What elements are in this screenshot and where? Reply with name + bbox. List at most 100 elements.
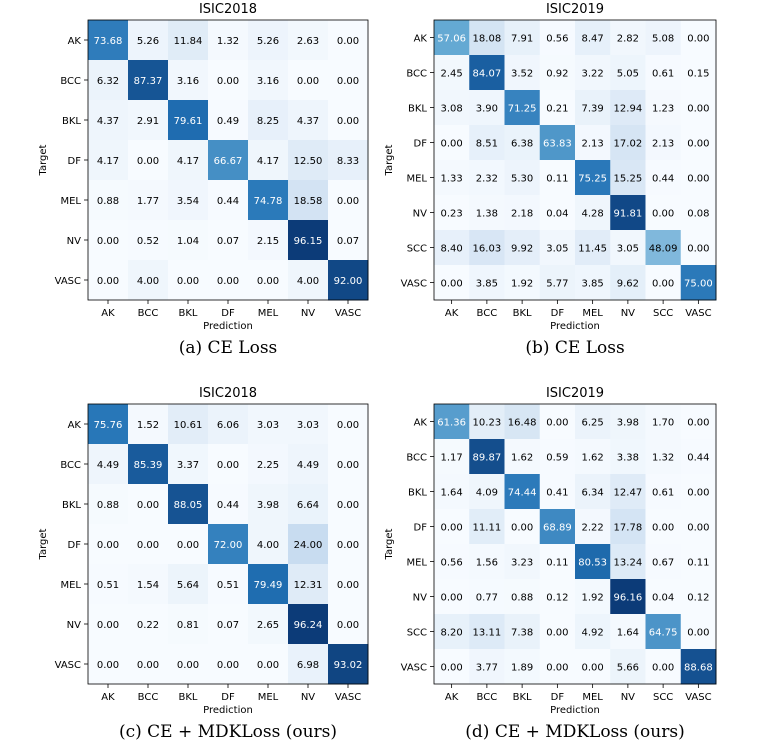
cell-value-label: 0.51 (97, 580, 119, 591)
x-tick-label: BKL (179, 308, 198, 319)
heatmap-cell (88, 220, 129, 261)
heatmap-cell (88, 644, 129, 685)
cell-value-label: 0.00 (687, 174, 709, 185)
cell-value-label: 7.39 (581, 104, 603, 115)
heatmap-cell (434, 474, 470, 510)
cell-value-label: 1.52 (137, 420, 159, 431)
cell-value-label: 0.88 (97, 500, 119, 511)
heatmap-cell (645, 544, 682, 580)
cell-value-label: 4.17 (177, 156, 199, 167)
panel-c-cells: 75.76 1.52 10.61 6.06 3.03 3.03 0.00 4.49 85.39 3… (88, 404, 369, 685)
heatmap-cell (645, 404, 682, 440)
x-tick-label: BKL (179, 692, 198, 703)
heatmap-cell (610, 230, 646, 266)
heatmap-cell (434, 544, 470, 580)
x-tick-label: NV (301, 692, 315, 703)
cell-value-label: 96.16 (614, 593, 643, 604)
cell-value-label: 24.00 (294, 540, 323, 551)
heatmap-cell (504, 439, 541, 475)
heatmap-cell (504, 544, 541, 580)
cell-value-label: 0.52 (137, 236, 159, 247)
x-tick-label: VASC (685, 692, 711, 703)
x-tick-label: BCC (138, 692, 159, 703)
x-tick-label: VASC (685, 308, 711, 319)
cell-value-label: 75.25 (578, 174, 607, 185)
cell-value-label: 8.51 (476, 139, 498, 150)
cell-value-label: 4.00 (137, 276, 159, 287)
cell-value-label: 5.77 (546, 279, 568, 290)
y-tick-label: MEL (406, 558, 427, 569)
cell-value-label: 0.21 (546, 104, 568, 115)
heatmap-cell (248, 604, 289, 645)
cell-value-label: 1.04 (177, 236, 199, 247)
heatmap-cell (208, 20, 249, 61)
heatmap-cell (645, 579, 682, 615)
cell-value-label: 0.23 (440, 209, 462, 220)
heatmap-cell (128, 644, 169, 685)
cell-value-label: 0.00 (337, 76, 359, 87)
cell-value-label: 0.00 (177, 276, 199, 287)
heatmap-cell (575, 195, 611, 231)
cell-value-label: 5.05 (617, 69, 639, 80)
heatmap-cell (128, 20, 169, 61)
heatmap-cell (328, 444, 369, 485)
cell-value-label: 0.00 (440, 663, 462, 674)
heatmap-cell (434, 195, 470, 231)
cell-value-label: 0.00 (440, 279, 462, 290)
cell-value-label: 96.24 (294, 620, 323, 631)
x-tick-label: VASC (335, 692, 361, 703)
heatmap-cell (575, 265, 611, 301)
cell-value-label: 2.13 (581, 139, 603, 150)
cell-value-label: 0.07 (337, 236, 359, 247)
heatmap-cell (208, 484, 249, 525)
y-tick-label: BKL (62, 500, 81, 511)
cell-value-label: 3.85 (581, 279, 603, 290)
cell-value-label: 61.36 (437, 418, 466, 429)
heatmap-cell (168, 140, 209, 181)
cell-value-label: 0.12 (546, 593, 568, 604)
heatmap-cell (539, 509, 576, 545)
cell-value-label: 3.16 (177, 76, 199, 87)
heatmap-cell (575, 474, 611, 510)
cell-value-label: 2.15 (257, 236, 279, 247)
cell-value-label: 0.51 (217, 580, 239, 591)
heatmap-cell (128, 220, 169, 261)
cell-value-label: 0.00 (546, 628, 568, 639)
heatmap-cell (434, 649, 470, 685)
cell-value-label: 0.22 (137, 620, 159, 631)
y-tick-label: VASC (55, 276, 81, 287)
cell-value-label: 88.68 (684, 663, 713, 674)
x-tick-label: SCC (653, 692, 673, 703)
heatmap-cell (434, 160, 470, 196)
cell-value-label: 18.58 (294, 196, 323, 207)
cell-value-label: 66.67 (214, 156, 243, 167)
cell-value-label: 3.77 (476, 663, 498, 674)
y-tick-label: BKL (62, 116, 81, 127)
heatmap-cell (504, 265, 541, 301)
heatmap-cell (208, 60, 249, 101)
heatmap-cell (434, 265, 470, 301)
heatmap-cell (328, 404, 369, 445)
cell-value-label: 12.47 (614, 488, 643, 499)
heatmap-cell (504, 20, 541, 56)
cell-value-label: 1.92 (581, 593, 603, 604)
heatmap-cell (645, 439, 682, 475)
heatmap-cell (539, 404, 576, 440)
heatmap-cell (248, 220, 289, 261)
cell-value-label: 2.91 (137, 116, 159, 127)
x-axis-label: Prediction (203, 705, 253, 716)
y-tick-label: BCC (406, 69, 427, 80)
heatmap-cell (575, 20, 611, 56)
cell-value-label: 8.47 (581, 34, 603, 45)
y-tick-label: BCC (60, 460, 81, 471)
cell-value-label: 4.00 (257, 540, 279, 551)
cell-value-label: 2.13 (652, 139, 674, 150)
heatmap-cell (248, 524, 289, 565)
y-tick-label: MEL (406, 174, 427, 185)
heatmap-cell (328, 140, 369, 181)
cell-value-label: 2.63 (297, 36, 319, 47)
y-tick-label: DF (68, 540, 82, 551)
cell-value-label: 0.00 (97, 620, 119, 631)
heatmap-cell (504, 230, 541, 266)
heatmap-cell (434, 230, 470, 266)
